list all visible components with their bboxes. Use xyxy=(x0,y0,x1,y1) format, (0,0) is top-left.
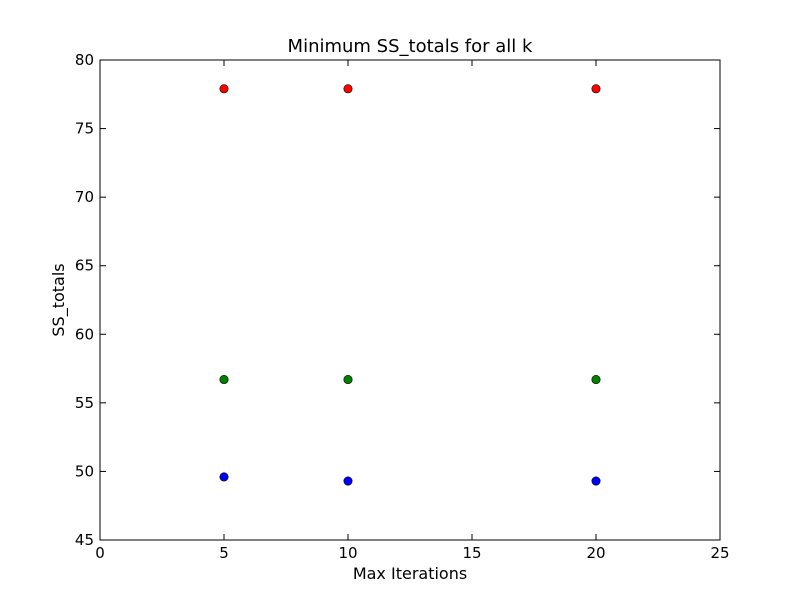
x-tick-label: 15 xyxy=(462,544,481,562)
y-axis-label: SS_totals xyxy=(49,263,69,336)
x-tick-label: 25 xyxy=(710,544,729,562)
y-tick-label: 45 xyxy=(75,531,94,549)
data-point xyxy=(219,375,229,385)
plot-frame xyxy=(99,59,721,541)
points-layer xyxy=(219,84,601,486)
data-point xyxy=(591,476,601,486)
ticks-layer: 0 5 10 15 20 25 45 50 55 60 65 70 75 80 xyxy=(75,51,730,562)
y-tick-label: 60 xyxy=(75,325,94,343)
y-tick-label: 65 xyxy=(75,257,94,275)
y-tick-label: 55 xyxy=(75,394,94,412)
data-point xyxy=(591,375,601,385)
y-tick-label: 80 xyxy=(75,51,94,69)
x-tick-label: 0 xyxy=(95,544,105,562)
chart-title: Minimum SS_totals for all k xyxy=(288,36,533,57)
y-tick-label: 70 xyxy=(75,188,94,206)
data-point xyxy=(219,472,229,482)
y-tick-label: 50 xyxy=(75,462,94,480)
data-point xyxy=(219,84,229,94)
x-tick-label: 10 xyxy=(338,544,357,562)
x-axis-label: Max Iterations xyxy=(353,564,467,583)
data-point xyxy=(343,375,353,385)
data-point xyxy=(343,476,353,486)
x-tick-label: 20 xyxy=(586,544,605,562)
data-point xyxy=(591,84,601,94)
x-tick-label: 5 xyxy=(219,544,229,562)
data-point xyxy=(343,84,353,94)
y-tick-label: 75 xyxy=(75,120,94,138)
